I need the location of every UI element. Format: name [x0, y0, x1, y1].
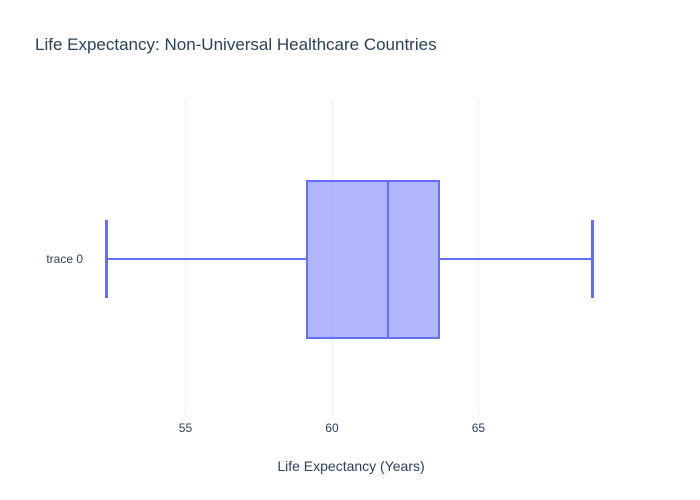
whisker-left-line [106, 258, 306, 261]
y-tick-label-trace0: trace 0 [46, 252, 83, 266]
x-tick-label-55: 55 [178, 421, 193, 435]
x-tick-label-60: 60 [325, 421, 339, 435]
chart-title: Life Expectancy: Non-Universal Healthcar… [35, 35, 437, 54]
gridline-x-55 [185, 100, 187, 415]
whisker-right-line [440, 258, 593, 261]
x-tick-label-65: 65 [471, 421, 486, 435]
whisker-cap-max [591, 220, 595, 299]
box-iqr[interactable] [305, 180, 441, 340]
x-axis-ticks: 55 60 65 [80, 421, 622, 437]
median-line [386, 180, 389, 340]
x-axis-title: Life Expectancy (Years) [277, 458, 425, 474]
whisker-cap-min [104, 220, 108, 299]
plot-area[interactable] [80, 100, 622, 415]
gridline-x-65 [478, 100, 480, 415]
